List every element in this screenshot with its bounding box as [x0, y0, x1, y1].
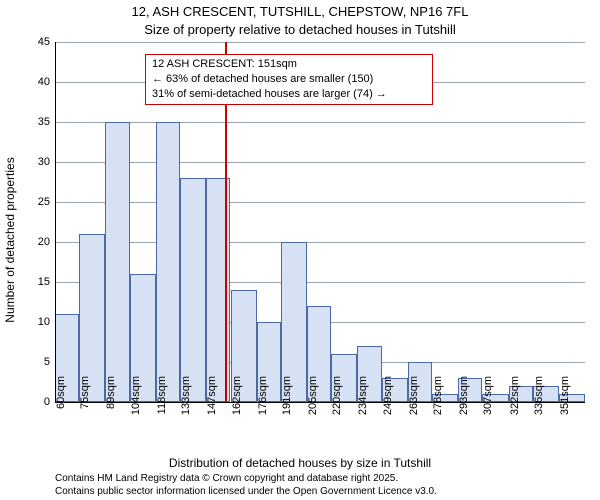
y-tick-label: 5 — [10, 356, 50, 368]
x-tick-label: 322sqm — [509, 376, 521, 436]
x-tick-label: 234sqm — [357, 376, 369, 436]
x-tick-label: 176sqm — [257, 376, 269, 436]
chart-title-sub: Size of property relative to detached ho… — [0, 22, 600, 37]
x-tick-label: 104sqm — [130, 376, 142, 436]
gridline — [55, 122, 585, 123]
gridline — [55, 162, 585, 163]
x-tick-label: 351sqm — [559, 376, 571, 436]
gridline — [55, 42, 585, 43]
footer-line2: Contains public sector information licen… — [55, 485, 437, 498]
x-tick-label: 75sqm — [79, 376, 91, 436]
y-axis-line — [55, 42, 56, 402]
annotation-line: ← 63% of detached houses are smaller (15… — [152, 72, 426, 87]
y-tick-label: 40 — [10, 76, 50, 88]
x-tick-label: 205sqm — [307, 376, 319, 436]
y-tick-label: 25 — [10, 196, 50, 208]
chart-title-main: 12, ASH CRESCENT, TUTSHILL, CHEPSTOW, NP… — [0, 4, 600, 19]
x-tick-label: 307sqm — [482, 376, 494, 436]
annotation-box: 12 ASH CRESCENT: 151sqm← 63% of detached… — [145, 54, 433, 105]
annotation-line: 12 ASH CRESCENT: 151sqm — [152, 57, 426, 72]
y-tick-label: 45 — [10, 36, 50, 48]
annotation-line: 31% of semi-detached houses are larger (… — [152, 87, 426, 102]
x-tick-label: 133sqm — [180, 376, 192, 436]
y-tick-label: 20 — [10, 236, 50, 248]
x-axis-label: Distribution of detached houses by size … — [0, 456, 600, 470]
y-tick-label: 0 — [10, 396, 50, 408]
histogram-bar — [180, 178, 206, 402]
y-tick-label: 30 — [10, 156, 50, 168]
x-tick-label: 162sqm — [231, 376, 243, 436]
histogram-bar — [156, 122, 180, 402]
y-tick-label: 10 — [10, 316, 50, 328]
gridline — [55, 202, 585, 203]
footer-line1: Contains HM Land Registry data © Crown c… — [55, 472, 437, 485]
x-tick-label: 60sqm — [55, 376, 67, 436]
x-tick-label: 118sqm — [156, 376, 168, 436]
x-tick-label: 293sqm — [458, 376, 470, 436]
x-tick-label: 89sqm — [105, 376, 117, 436]
gridline — [55, 242, 585, 243]
y-tick-label: 35 — [10, 116, 50, 128]
x-tick-label: 263sqm — [408, 376, 420, 436]
x-tick-label: 249sqm — [382, 376, 394, 436]
plot-area: 12 ASH CRESCENT: 151sqm← 63% of detached… — [55, 42, 585, 402]
x-tick-label: 147sqm — [206, 376, 218, 436]
x-tick-label: 278sqm — [432, 376, 444, 436]
y-tick-label: 15 — [10, 276, 50, 288]
footer-attribution: Contains HM Land Registry data © Crown c… — [55, 472, 437, 498]
x-tick-label: 220sqm — [331, 376, 343, 436]
x-tick-label: 191sqm — [281, 376, 293, 436]
histogram-bar — [105, 122, 129, 402]
chart-container: 12, ASH CRESCENT, TUTSHILL, CHEPSTOW, NP… — [0, 0, 600, 500]
x-tick-label: 336sqm — [533, 376, 545, 436]
